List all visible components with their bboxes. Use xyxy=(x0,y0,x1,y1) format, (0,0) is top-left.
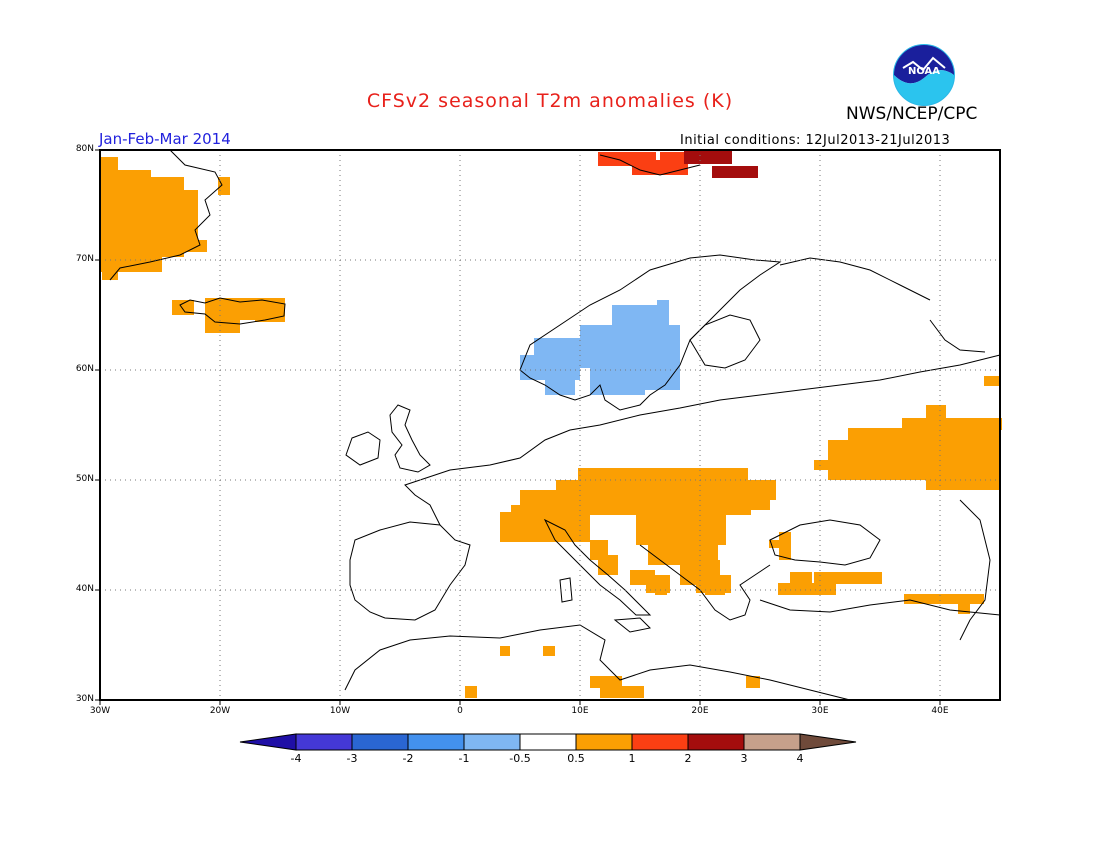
lat-label: 30N xyxy=(75,694,94,704)
anomaly-cell xyxy=(779,532,791,560)
colorbar-tick-label: 0.5 xyxy=(567,752,585,765)
coastlines xyxy=(109,149,1001,701)
coastline xyxy=(404,479,441,526)
lon-label: 20W xyxy=(209,706,231,716)
coastline xyxy=(345,431,381,466)
colorbar-segment xyxy=(463,733,521,751)
anomaly-cell xyxy=(172,300,194,315)
grid-lines xyxy=(100,150,1000,700)
anomaly-cell xyxy=(790,572,812,586)
colorbar-tick-label: 1 xyxy=(628,752,636,765)
colorbar-tick-label: 3 xyxy=(740,752,748,765)
anomaly-cell xyxy=(926,478,1000,490)
anomaly-cell xyxy=(465,686,477,698)
anomaly-cell xyxy=(814,572,882,584)
anomaly-cell xyxy=(500,512,590,542)
anomaly-cell xyxy=(904,594,984,604)
anomaly-cell xyxy=(746,676,760,688)
coastline xyxy=(179,297,286,325)
anomaly-cell xyxy=(814,460,834,470)
anomaly-cell xyxy=(778,583,836,595)
anomaly-cell xyxy=(100,240,207,252)
lat-label: 80N xyxy=(75,144,94,154)
anomaly-cell xyxy=(598,555,618,575)
colorbar-segment xyxy=(743,733,801,751)
anomaly-cell xyxy=(645,340,680,390)
colorbar-arrow-left xyxy=(239,733,297,751)
colorbar-tick-label: -0.5 xyxy=(509,752,531,765)
anomaly-cell xyxy=(902,418,1002,430)
anomaly-cell xyxy=(545,370,575,395)
coastline xyxy=(349,521,471,621)
anomaly-cell xyxy=(636,510,726,545)
lon-label: 30W xyxy=(89,706,111,716)
logo-text: NOAA xyxy=(908,66,940,77)
lon-label: 10E xyxy=(571,706,589,716)
noaa-logo: NOAA xyxy=(893,44,955,106)
colorbar-tick-label: -4 xyxy=(290,752,302,765)
colorbar-tick-label: -1 xyxy=(458,752,470,765)
agency-label: NWS/NCEP/CPC xyxy=(846,104,978,124)
initial-conditions-label: Initial conditions: 12Jul2013-21Jul2013 xyxy=(680,133,951,148)
coastline xyxy=(344,624,851,701)
lat-label: 70N xyxy=(75,254,94,264)
anomaly-cell xyxy=(205,318,240,333)
anomaly-cell xyxy=(108,190,198,240)
colorbar-tick-label: -3 xyxy=(346,752,358,765)
coastline xyxy=(959,499,991,641)
colorbar-segment xyxy=(351,733,409,751)
lon-label: 10W xyxy=(329,706,351,716)
lat-label: 60N xyxy=(75,364,94,374)
coastline xyxy=(419,354,1001,481)
anomaly-cell xyxy=(590,676,622,688)
lat-label: 40N xyxy=(75,584,94,594)
anomaly-cell xyxy=(511,505,751,515)
coastline xyxy=(759,599,1001,616)
anomaly-cell xyxy=(828,440,1000,480)
colorbar-segment xyxy=(631,733,689,751)
lon-label: 40E xyxy=(931,706,949,716)
anomaly-cell xyxy=(684,150,732,164)
map-frame xyxy=(99,149,1001,701)
colorbar-arrow-right xyxy=(799,733,857,751)
coastline xyxy=(769,519,881,566)
lon-label: 20E xyxy=(691,706,709,716)
coastline xyxy=(109,149,223,281)
anomaly-cell xyxy=(102,272,118,280)
colorbar-segment xyxy=(687,733,745,751)
lon-label: 0 xyxy=(457,706,463,716)
coastline xyxy=(929,319,986,353)
colorbar-tick-label: 4 xyxy=(796,752,804,765)
coastline xyxy=(689,314,761,369)
colorbar-segment xyxy=(575,733,633,751)
colorbar-tick-label: -2 xyxy=(402,752,414,765)
lon-label: 30E xyxy=(811,706,829,716)
anomaly-cell xyxy=(500,646,510,656)
period-label: Jan-Feb-Mar 2014 xyxy=(99,130,231,148)
anomaly-cell xyxy=(543,646,555,656)
coastline xyxy=(389,404,431,473)
anomaly-cell xyxy=(100,257,162,272)
lat-label: 50N xyxy=(75,474,94,484)
anomaly-cell xyxy=(255,300,285,322)
anomaly-cell xyxy=(600,686,644,698)
colorbar-tick-label: 2 xyxy=(684,752,692,765)
anomaly-cell xyxy=(218,177,230,195)
anomaly-cell xyxy=(590,360,645,395)
coastline xyxy=(779,257,931,301)
coastline xyxy=(613,617,652,633)
colorbar-segment xyxy=(407,733,465,751)
coastline xyxy=(599,154,701,176)
anomaly-cell xyxy=(657,300,669,320)
anomaly-cells xyxy=(100,150,1002,698)
anomaly-cell xyxy=(712,166,758,178)
colorbar-segment xyxy=(519,733,577,751)
colorbar-segment xyxy=(295,733,353,751)
coastline xyxy=(639,544,771,621)
chart-title: CFSv2 seasonal T2m anomalies (K) xyxy=(366,90,734,112)
anomaly-cell xyxy=(984,376,1000,386)
coastline xyxy=(559,577,573,603)
